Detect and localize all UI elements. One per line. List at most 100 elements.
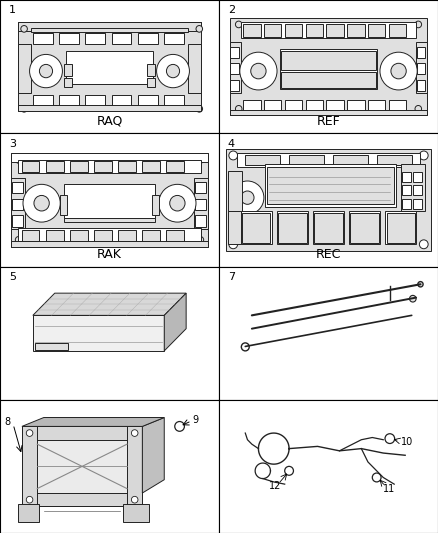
Text: 10: 10 [401,437,413,447]
Bar [230,110,427,116]
Bar [226,149,431,251]
Bar [368,100,385,111]
Circle shape [418,281,423,287]
Bar [35,343,68,350]
Bar [281,51,376,70]
Text: 12: 12 [269,481,282,491]
Bar [267,166,394,204]
Bar [64,78,72,86]
Bar [46,161,64,172]
Circle shape [15,237,22,243]
Circle shape [197,157,204,163]
Polygon shape [22,426,142,440]
Bar [164,33,184,44]
Circle shape [251,63,266,79]
Bar [368,25,385,37]
Bar [277,211,308,244]
Polygon shape [22,493,142,506]
Bar [64,64,72,76]
Bar [402,199,411,209]
Bar [18,106,201,111]
Text: 11: 11 [383,483,396,494]
Polygon shape [33,316,164,351]
Bar [386,213,415,243]
Bar [94,230,112,241]
Bar [118,161,136,172]
Polygon shape [18,504,39,522]
Circle shape [34,196,49,211]
Circle shape [419,240,428,249]
Bar [289,156,324,165]
Bar [18,228,201,242]
Bar [195,199,206,210]
Circle shape [241,191,254,204]
Bar [347,25,364,37]
Circle shape [26,430,33,437]
Bar [22,230,39,241]
Bar [416,42,427,93]
Circle shape [131,430,138,437]
Text: RAK: RAK [97,248,122,261]
Bar [417,47,425,58]
Circle shape [385,434,395,443]
Circle shape [241,343,249,351]
Bar [333,156,368,165]
Bar [147,64,155,76]
Bar [70,161,88,172]
Bar [11,154,208,162]
Bar [389,25,406,37]
Bar [243,25,261,37]
Bar [241,22,416,38]
Bar [142,161,160,172]
Bar [285,100,302,111]
Bar [326,100,344,111]
Bar [278,213,307,243]
Bar [230,18,427,116]
Bar [401,164,425,211]
Bar [285,25,302,37]
Circle shape [391,63,406,79]
Text: REC: REC [316,248,341,261]
Text: REF: REF [317,115,340,128]
Bar [402,172,411,182]
Bar [326,25,344,37]
Bar [413,185,421,196]
Bar [305,25,323,37]
Circle shape [419,151,428,160]
Bar [164,95,184,107]
Bar [417,80,425,91]
Bar [18,22,201,111]
Circle shape [175,422,184,431]
Bar [230,47,239,58]
Bar [31,28,188,32]
Bar [413,199,421,209]
Bar [188,44,201,93]
Bar [12,215,23,227]
Bar [152,196,159,215]
Circle shape [23,184,60,222]
Bar [194,177,208,229]
Bar [265,164,396,207]
Bar [11,153,208,246]
Bar [138,95,158,107]
Bar [230,42,241,93]
Bar [70,230,88,241]
Bar [138,33,158,44]
Circle shape [21,26,27,32]
Bar [118,230,136,241]
Circle shape [415,106,421,112]
Bar [230,80,239,91]
Bar [59,33,79,44]
Bar [305,100,323,111]
Polygon shape [164,293,186,351]
Bar [112,33,131,44]
Circle shape [231,181,264,214]
Bar [18,22,201,31]
Circle shape [30,54,63,88]
Bar [402,185,411,196]
Circle shape [229,240,237,249]
Bar [281,72,376,88]
Bar [166,230,184,241]
Bar [112,95,131,107]
Polygon shape [22,426,142,506]
